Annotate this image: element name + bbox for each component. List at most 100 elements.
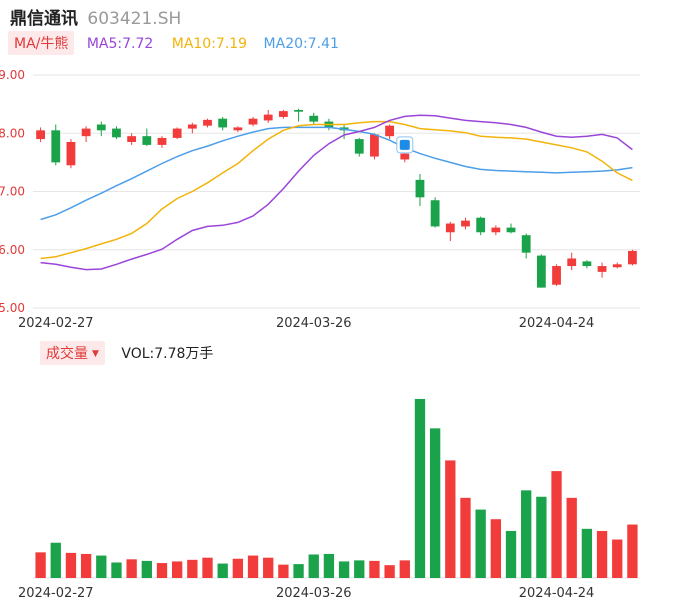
volume-bar — [581, 528, 593, 578]
candle-body — [400, 153, 410, 160]
date-tick-label: 2024-02-27 — [18, 316, 94, 331]
ma-lines — [40, 114, 633, 271]
volume-bar — [338, 561, 350, 578]
volume-date-axis: 2024-02-27 2024-03-26 2024-04-24 — [18, 586, 594, 601]
price-tick-label: 9.00 — [0, 68, 25, 82]
candle-body — [445, 223, 455, 233]
volume-bar — [596, 530, 608, 578]
volume-bar — [429, 428, 441, 578]
candle-body — [582, 261, 592, 267]
date-tick-label: 2024-03-26 — [276, 586, 352, 601]
candle-body — [536, 255, 546, 288]
caret-down-icon: ▼ — [92, 349, 99, 359]
volume-bar — [566, 497, 577, 578]
candle-body — [142, 136, 152, 145]
candle-body — [385, 125, 395, 137]
volume-bar — [202, 557, 213, 578]
candle-body — [187, 124, 197, 129]
candle-body — [370, 134, 379, 157]
volume-bar — [521, 490, 532, 578]
ma-indicator-row: MA/牛熊 MA5:7.72 MA10:7.19 MA20:7.41 — [8, 31, 339, 55]
candle-body — [597, 266, 607, 272]
marker-core — [399, 139, 410, 150]
volume-bar — [141, 560, 152, 578]
volume-bar — [111, 562, 122, 578]
volume-bar — [50, 542, 61, 578]
date-tick-label: 2024-04-24 — [519, 586, 595, 601]
candle-body — [36, 130, 45, 140]
volume-bar — [369, 560, 380, 578]
volume-bar — [263, 557, 274, 578]
volume-bar — [627, 524, 638, 578]
ma20-line — [40, 126, 633, 221]
volume-value: VOL:7.78万手 — [121, 346, 214, 362]
candle-body — [567, 258, 577, 267]
price-tick-label: 8.00 — [0, 126, 25, 140]
volume-bar — [278, 564, 289, 578]
volume-bar — [80, 553, 92, 578]
volume-bar — [536, 496, 547, 578]
price-axis: 9.00 8.00 7.00 6.00 5.00 — [0, 68, 25, 315]
ma5-value: MA5:7.72 — [86, 36, 154, 52]
candle-body — [218, 118, 228, 128]
price-date-axis: 2024-02-27 2024-03-26 2024-04-24 — [18, 316, 594, 331]
candle-body — [96, 124, 106, 131]
candlestick-series — [36, 108, 637, 288]
volume-series — [35, 398, 638, 578]
candle-body — [81, 128, 91, 137]
stock-name: 鼎信通讯 — [10, 9, 78, 29]
volume-bar — [35, 552, 46, 578]
price-tick-label: 5.00 — [0, 301, 25, 315]
volume-bar — [490, 519, 501, 578]
volume-dropdown[interactable]: 成交量 ▼ — [40, 341, 105, 365]
volume-bar — [323, 553, 335, 578]
volume-bar — [187, 559, 198, 578]
volume-bar — [156, 563, 168, 578]
ma20-value: MA20:7.41 — [263, 36, 339, 52]
candle-body — [521, 235, 531, 253]
ma10-value: MA10:7.19 — [171, 36, 248, 52]
volume-indicator-row: 成交量 ▼ VOL:7.78万手 — [40, 341, 213, 365]
volume-bar — [217, 563, 228, 578]
volume-bar — [354, 560, 365, 578]
date-tick-label: 2024-03-26 — [276, 316, 352, 331]
candle-body — [476, 217, 486, 233]
volume-bar — [384, 565, 395, 578]
ma10-line — [40, 120, 633, 260]
candle-body — [203, 119, 212, 126]
candle-body — [612, 264, 622, 268]
candle-body — [354, 139, 364, 154]
volume-bar — [308, 554, 319, 578]
volume-bar — [293, 564, 304, 578]
ma-badge[interactable]: MA/牛熊 — [8, 31, 75, 55]
price-tick-label: 6.00 — [0, 243, 25, 257]
price-tick-label: 7.00 — [0, 185, 25, 199]
candle-body — [552, 266, 561, 285]
date-tick-label: 2024-04-24 — [519, 316, 595, 331]
candle-body — [263, 114, 273, 121]
candle-body — [127, 136, 137, 142]
candle-body — [157, 137, 167, 145]
volume-bar — [414, 398, 426, 578]
event-marker-icon[interactable] — [396, 136, 414, 154]
candle-body — [294, 109, 303, 112]
candle-body — [233, 127, 243, 131]
volume-bar — [399, 560, 410, 578]
candle-body — [506, 227, 516, 233]
volume-bar — [445, 460, 456, 578]
volume-bar — [247, 555, 259, 578]
volume-bar — [551, 471, 562, 578]
stock-title: 鼎信通讯 603421.SH — [10, 4, 181, 29]
candle-body — [461, 220, 470, 227]
candle-body — [172, 128, 182, 138]
candle-body — [491, 227, 501, 233]
candle-body — [628, 250, 637, 265]
candle-body — [112, 128, 121, 138]
stock-code: 603421.SH — [87, 9, 182, 29]
volume-bar — [612, 539, 623, 578]
volume-bar — [475, 509, 486, 578]
candle-body — [278, 111, 288, 117]
candle-body — [430, 200, 440, 227]
volume-bar — [172, 561, 183, 578]
